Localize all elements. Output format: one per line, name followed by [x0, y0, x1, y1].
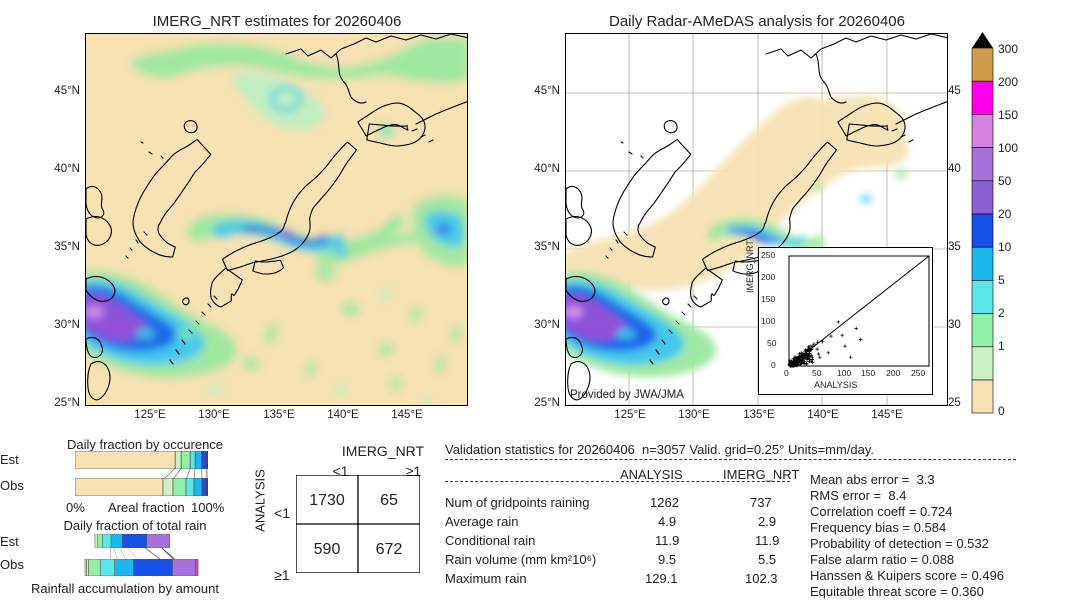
svg-text:65: 65	[380, 492, 398, 509]
svg-text:672: 672	[376, 541, 403, 558]
svg-text:1730: 1730	[309, 492, 345, 509]
svg-text:590: 590	[314, 541, 341, 558]
